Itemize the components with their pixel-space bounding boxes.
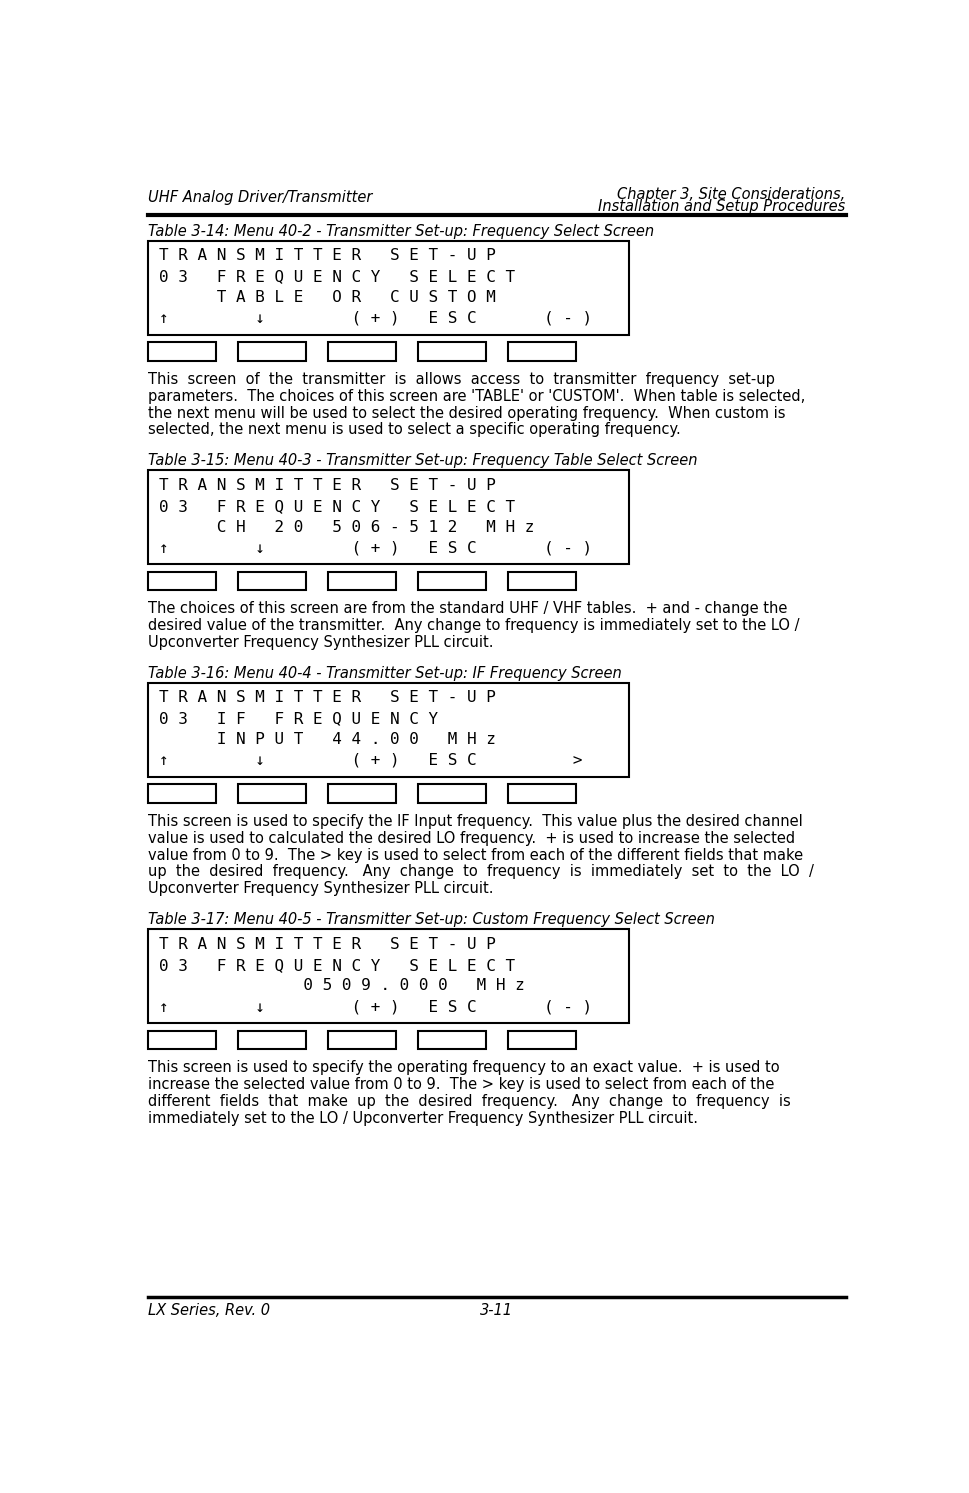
- Bar: [508, 572, 576, 590]
- Text: 0 3   I F   F R E Q U E N C Y: 0 3 I F F R E Q U E N C Y: [159, 711, 438, 726]
- Bar: [418, 784, 486, 803]
- Bar: [238, 342, 306, 361]
- Text: I N P U T   4 4 . 0 0   M H z: I N P U T 4 4 . 0 0 M H z: [159, 732, 496, 746]
- Text: C H   2 0   5 0 6 - 5 1 2   M H z: C H 2 0 5 0 6 - 5 1 2 M H z: [159, 520, 535, 534]
- Text: 0 5 0 9 . 0 0 0   M H z: 0 5 0 9 . 0 0 0 M H z: [159, 978, 525, 993]
- Text: increase the selected value from 0 to 9.  The > key is used to select from each : increase the selected value from 0 to 9.…: [148, 1076, 774, 1091]
- Text: ↑         ↓         ( + )   E S C       ( - ): ↑ ↓ ( + ) E S C ( - ): [159, 999, 592, 1014]
- Text: Table 3-17: Menu 40-5 - Transmitter Set-up: Custom Frequency Select Screen: Table 3-17: Menu 40-5 - Transmitter Set-…: [148, 912, 715, 927]
- Text: Upconverter Frequency Synthesizer PLL circuit.: Upconverter Frequency Synthesizer PLL ci…: [148, 881, 494, 896]
- Text: ↑         ↓         ( + )   E S C       ( - ): ↑ ↓ ( + ) E S C ( - ): [159, 540, 592, 555]
- Text: 0 3   F R E Q U E N C Y   S E L E C T: 0 3 F R E Q U E N C Y S E L E C T: [159, 269, 516, 284]
- Bar: [148, 240, 629, 334]
- Text: Table 3-16: Menu 40-4 - Transmitter Set-up: IF Frequency Screen: Table 3-16: Menu 40-4 - Transmitter Set-…: [148, 666, 622, 681]
- Text: Table 3-14: Menu 40-2 - Transmitter Set-up: Frequency Select Screen: Table 3-14: Menu 40-2 - Transmitter Set-…: [148, 224, 654, 239]
- Text: parameters.  The choices of this screen are 'TABLE' or 'CUSTOM'.  When table is : parameters. The choices of this screen a…: [148, 388, 805, 403]
- Bar: [328, 572, 396, 590]
- Text: 3-11: 3-11: [480, 1303, 514, 1318]
- Bar: [418, 342, 486, 361]
- Text: Table 3-15: Menu 40-3 - Transmitter Set-up: Frequency Table Select Screen: Table 3-15: Menu 40-3 - Transmitter Set-…: [148, 454, 698, 469]
- Bar: [148, 682, 629, 776]
- Text: 0 3   F R E Q U E N C Y   S E L E C T: 0 3 F R E Q U E N C Y S E L E C T: [159, 957, 516, 972]
- Text: Chapter 3, Site Considerations,: Chapter 3, Site Considerations,: [617, 187, 846, 202]
- Text: immediately set to the LO / Upconverter Frequency Synthesizer PLL circuit.: immediately set to the LO / Upconverter …: [148, 1111, 699, 1126]
- Text: value from 0 to 9.  The > key is used to select from each of the different field: value from 0 to 9. The > key is used to …: [148, 848, 803, 863]
- Text: the next menu will be used to select the desired operating frequency.  When cust: the next menu will be used to select the…: [148, 406, 786, 421]
- Bar: [328, 784, 396, 803]
- Text: T R A N S M I T T E R   S E T - U P: T R A N S M I T T E R S E T - U P: [159, 936, 496, 953]
- Bar: [328, 1030, 396, 1050]
- Bar: [328, 342, 396, 361]
- Bar: [148, 470, 629, 564]
- Bar: [508, 784, 576, 803]
- Text: This screen is used to specify the operating frequency to an exact value.  + is : This screen is used to specify the opera…: [148, 1060, 780, 1075]
- Text: UHF Analog Driver/Transmitter: UHF Analog Driver/Transmitter: [148, 190, 373, 205]
- Text: Installation and Setup Procedures: Installation and Setup Procedures: [599, 199, 846, 213]
- Bar: [238, 572, 306, 590]
- Bar: [148, 1030, 216, 1050]
- Bar: [418, 572, 486, 590]
- Bar: [148, 572, 216, 590]
- Text: T R A N S M I T T E R   S E T - U P: T R A N S M I T T E R S E T - U P: [159, 478, 496, 493]
- Bar: [238, 784, 306, 803]
- Text: Upconverter Frequency Synthesizer PLL circuit.: Upconverter Frequency Synthesizer PLL ci…: [148, 635, 494, 649]
- Text: LX Series, Rev. 0: LX Series, Rev. 0: [148, 1303, 270, 1318]
- Text: value is used to calculated the desired LO frequency.  + is used to increase the: value is used to calculated the desired …: [148, 830, 796, 845]
- Bar: [148, 342, 216, 361]
- Bar: [508, 342, 576, 361]
- Text: T R A N S M I T T E R   S E T - U P: T R A N S M I T T E R S E T - U P: [159, 248, 496, 263]
- Text: The choices of this screen are from the standard UHF / VHF tables.  + and - chan: The choices of this screen are from the …: [148, 602, 788, 617]
- Bar: [148, 784, 216, 803]
- Bar: [508, 1030, 576, 1050]
- Text: This  screen  of  the  transmitter  is  allows  access  to  transmitter  frequen: This screen of the transmitter is allows…: [148, 372, 775, 387]
- Text: T A B L E   O R   C U S T O M: T A B L E O R C U S T O M: [159, 290, 496, 305]
- Text: ↑         ↓         ( + )   E S C          >: ↑ ↓ ( + ) E S C >: [159, 752, 582, 767]
- Text: ↑         ↓         ( + )   E S C       ( - ): ↑ ↓ ( + ) E S C ( - ): [159, 311, 592, 325]
- Bar: [418, 1030, 486, 1050]
- Text: selected, the next menu is used to select a specific operating frequency.: selected, the next menu is used to selec…: [148, 423, 681, 437]
- Bar: [238, 1030, 306, 1050]
- Bar: [148, 929, 629, 1023]
- Text: different  fields  that  make  up  the  desired  frequency.   Any  change  to  f: different fields that make up the desire…: [148, 1094, 791, 1109]
- Text: This screen is used to specify the IF Input frequency.  This value plus the desi: This screen is used to specify the IF In…: [148, 814, 803, 829]
- Text: 0 3   F R E Q U E N C Y   S E L E C T: 0 3 F R E Q U E N C Y S E L E C T: [159, 499, 516, 514]
- Text: up  the  desired  frequency.   Any  change  to  frequency  is  immediately  set : up the desired frequency. Any change to …: [148, 864, 814, 879]
- Text: desired value of the transmitter.  Any change to frequency is immediately set to: desired value of the transmitter. Any ch…: [148, 618, 799, 633]
- Text: T R A N S M I T T E R   S E T - U P: T R A N S M I T T E R S E T - U P: [159, 690, 496, 705]
